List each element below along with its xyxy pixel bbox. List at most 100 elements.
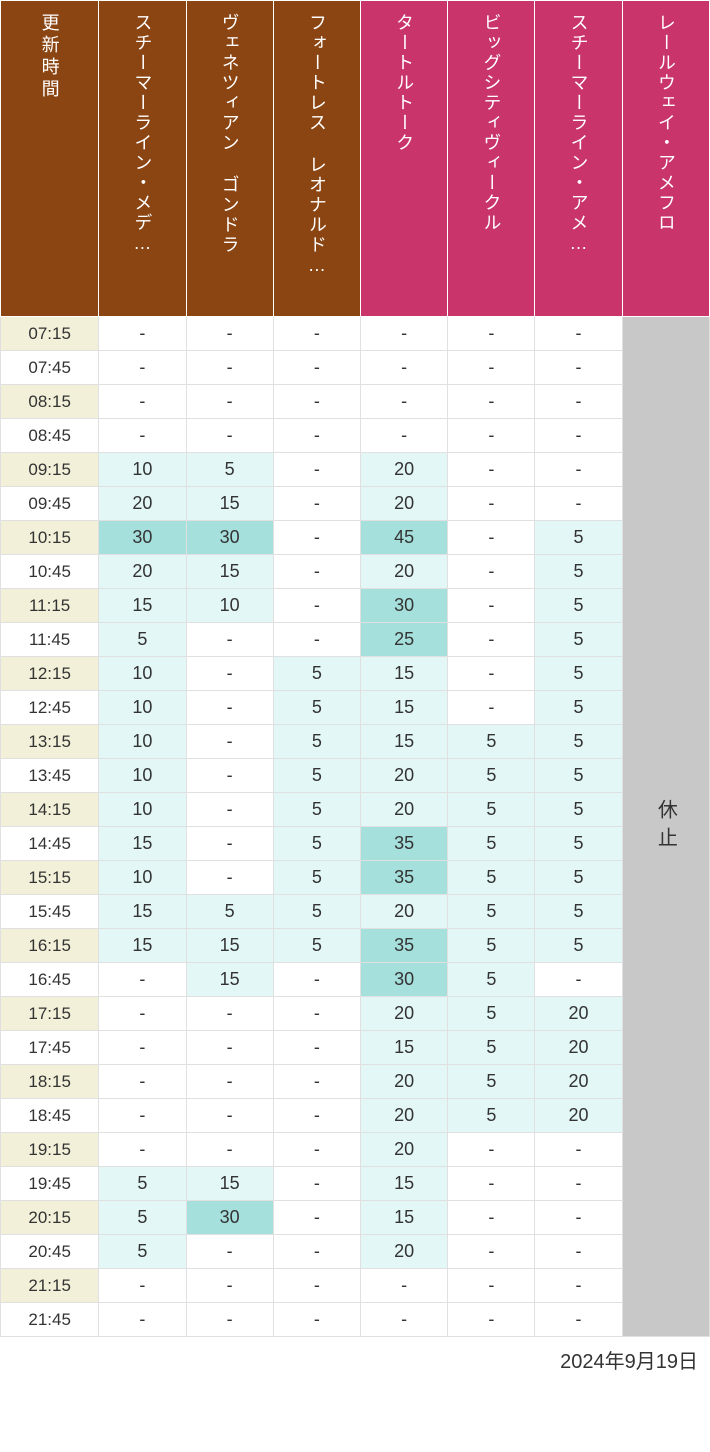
wait-time-cell: 5 — [186, 895, 273, 929]
wait-time-cell: - — [535, 1167, 622, 1201]
wait-time-cell: 20 — [360, 1099, 447, 1133]
column-header-label: スチーマーライン・アメ… — [566, 13, 592, 255]
wait-time-cell: - — [448, 1235, 535, 1269]
time-cell: 21:45 — [1, 1303, 99, 1337]
time-cell: 12:45 — [1, 691, 99, 725]
time-cell: 13:45 — [1, 759, 99, 793]
wait-time-cell: 5 — [448, 1099, 535, 1133]
wait-time-cell: 5 — [448, 929, 535, 963]
wait-time-cell: 20 — [360, 793, 447, 827]
wait-time-cell: 5 — [448, 861, 535, 895]
wait-time-cell: 5 — [273, 657, 360, 691]
wait-time-cell: - — [186, 861, 273, 895]
time-cell: 08:45 — [1, 419, 99, 453]
wait-time-cell: 5 — [99, 1167, 186, 1201]
column-header-label: 更新時間 — [37, 13, 63, 101]
wait-time-cell: - — [186, 317, 273, 351]
time-cell: 18:15 — [1, 1065, 99, 1099]
wait-time-cell: - — [186, 1065, 273, 1099]
table-row: 19:15---20-- — [1, 1133, 710, 1167]
wait-time-cell: 35 — [360, 929, 447, 963]
time-cell: 21:15 — [1, 1269, 99, 1303]
time-cell: 07:15 — [1, 317, 99, 351]
wait-time-cell: 25 — [360, 623, 447, 657]
wait-time-cell: 5 — [535, 521, 622, 555]
table-row: 08:15------ — [1, 385, 710, 419]
wait-time-cell: 5 — [535, 793, 622, 827]
column-header-attraction: フォートレス レオナルド… — [273, 1, 360, 317]
wait-time-cell: 5 — [273, 861, 360, 895]
closed-cell: 休止 — [622, 317, 709, 1337]
wait-time-cell: 5 — [273, 725, 360, 759]
table-row: 18:15---20520 — [1, 1065, 710, 1099]
wait-time-cell: 30 — [360, 589, 447, 623]
table-row: 16:15151553555 — [1, 929, 710, 963]
wait-time-cell: - — [186, 1133, 273, 1167]
wait-time-cell: - — [273, 997, 360, 1031]
wait-time-cell: 5 — [273, 759, 360, 793]
wait-time-cell: - — [273, 963, 360, 997]
table-row: 19:45515-15-- — [1, 1167, 710, 1201]
column-header-label: フォートレス レオナルド… — [304, 13, 330, 277]
wait-time-cell: 5 — [535, 589, 622, 623]
column-header-label: タートルトーク — [391, 13, 417, 153]
wait-time-cell: - — [186, 997, 273, 1031]
wait-time-cell: - — [186, 1269, 273, 1303]
table-row: 21:45------ — [1, 1303, 710, 1337]
wait-time-cell: 20 — [360, 1133, 447, 1167]
time-cell: 17:15 — [1, 997, 99, 1031]
wait-time-cell: - — [360, 351, 447, 385]
wait-time-cell: - — [273, 419, 360, 453]
wait-time-cell: - — [448, 351, 535, 385]
wait-time-cell: - — [273, 1235, 360, 1269]
wait-time-cell: 20 — [360, 453, 447, 487]
wait-time-cell: 15 — [186, 929, 273, 963]
column-header-attraction: スチーマーライン・アメ… — [535, 1, 622, 317]
wait-time-cell: - — [535, 385, 622, 419]
time-cell: 19:45 — [1, 1167, 99, 1201]
time-cell: 16:15 — [1, 929, 99, 963]
wait-time-cell: - — [273, 1167, 360, 1201]
table-row: 08:45------ — [1, 419, 710, 453]
wait-time-cell: 15 — [186, 487, 273, 521]
table-header-row: 更新時間スチーマーライン・メデ…ヴェネツィアン ゴンドラフォートレス レオナルド… — [1, 1, 710, 317]
wait-time-cell: 5 — [535, 657, 622, 691]
wait-time-cell: 5 — [99, 1235, 186, 1269]
table-row: 11:455--25-5 — [1, 623, 710, 657]
wait-time-cell: - — [273, 1133, 360, 1167]
wait-time-cell: - — [186, 725, 273, 759]
wait-time-cell: 15 — [360, 1167, 447, 1201]
column-header-attraction: ビッグシティヴィークル — [448, 1, 535, 317]
wait-time-cell: 5 — [535, 725, 622, 759]
wait-time-cell: - — [99, 1133, 186, 1167]
wait-time-cell: 20 — [535, 1065, 622, 1099]
wait-time-cell: 5 — [273, 793, 360, 827]
wait-time-cell: 5 — [448, 1031, 535, 1065]
wait-time-cell: 5 — [448, 725, 535, 759]
wait-time-cell: 20 — [535, 1031, 622, 1065]
column-header-attraction: レールウェイ・アメフロ — [622, 1, 709, 317]
wait-time-cell: 15 — [99, 589, 186, 623]
column-header-attraction: タートルトーク — [360, 1, 447, 317]
time-cell: 20:45 — [1, 1235, 99, 1269]
wait-time-cell: 20 — [535, 997, 622, 1031]
wait-time-cell: 30 — [99, 521, 186, 555]
wait-time-cell: 20 — [360, 997, 447, 1031]
table-row: 16:45-15-305- — [1, 963, 710, 997]
wait-time-cell: 20 — [535, 1099, 622, 1133]
wait-time-cell: - — [448, 1167, 535, 1201]
wait-time-cell: 10 — [99, 793, 186, 827]
wait-time-cell: 5 — [535, 691, 622, 725]
wait-time-cell: 20 — [99, 487, 186, 521]
wait-time-cell: - — [273, 521, 360, 555]
wait-time-cell: - — [273, 1303, 360, 1337]
wait-time-cell: 10 — [99, 657, 186, 691]
footer-date: 2024年9月19日 — [0, 1337, 710, 1374]
wait-time-cell: 5 — [448, 827, 535, 861]
wait-time-cell: - — [273, 1269, 360, 1303]
time-cell: 10:45 — [1, 555, 99, 589]
wait-time-cell: 35 — [360, 861, 447, 895]
wait-time-cell: - — [273, 317, 360, 351]
wait-time-cell: 15 — [360, 657, 447, 691]
wait-time-cell: - — [186, 1235, 273, 1269]
